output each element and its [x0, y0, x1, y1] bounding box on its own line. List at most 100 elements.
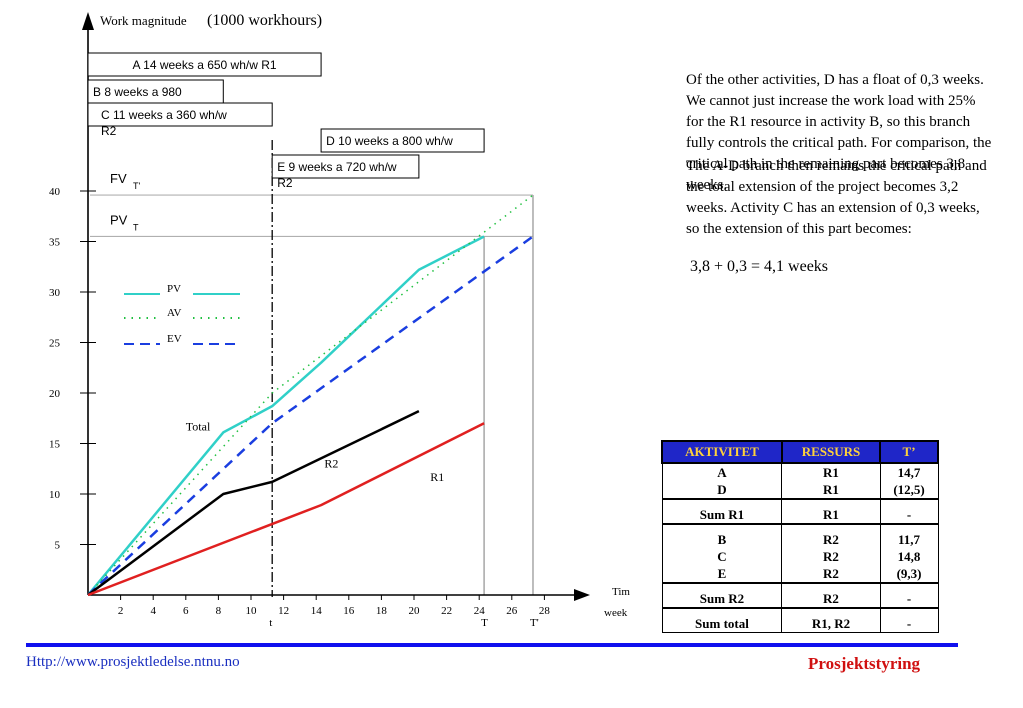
y-axis-label: Work magnitude: [100, 13, 187, 28]
table-row: Sum R2 R2-: [661, 590, 939, 608]
y-axis-unit: (1000 workhours): [207, 12, 322, 29]
curve-label: R1: [430, 470, 444, 484]
table-cell-activity: C: [661, 548, 783, 565]
x-tick-label: 26: [506, 605, 518, 617]
marker-label: T': [530, 617, 539, 629]
x-tick-label: 6: [183, 605, 189, 617]
x-tick-label: 8: [216, 605, 222, 617]
legend-label: AV: [167, 307, 182, 319]
y-tick-label: 25: [49, 338, 61, 350]
x-tick-label: 16: [343, 605, 355, 617]
table-header-resource: RESSURS: [780, 440, 882, 464]
resource-table: AKTIVITET RESSURS T’ A R1 14,7 D R1 (12,5) Sum…: [661, 440, 939, 633]
table-cell-resource: R2: [781, 565, 881, 583]
footer-brand: Prosjektstyring: [808, 654, 921, 673]
y-tick-label: 30: [49, 287, 61, 299]
table-cell-resource: R1: [781, 481, 881, 499]
table-divider-cell: [879, 607, 939, 615]
table-cell-duration: (12,5): [879, 481, 939, 499]
activity-bar-label: D 10 weeks a 800 wh/w: [326, 134, 453, 148]
explanation-paragraph-1: Of the other activities, D has a float o…: [686, 72, 992, 193]
table-cell-activity: Sum R1: [661, 506, 783, 524]
table-divider-cell: [661, 523, 783, 531]
table-cell-resource: R2: [781, 531, 881, 548]
x-tick-label: 28: [539, 605, 551, 617]
activity-bar: [320, 128, 485, 153]
table-header-duration: T’: [879, 440, 939, 464]
level-label: FV: [110, 171, 127, 186]
x-tick-label: 10: [246, 605, 258, 617]
series-line-ev: [87, 235, 534, 596]
table-group-divider: [661, 523, 939, 531]
curve-label: Total: [186, 419, 211, 433]
table-cell-activity: B: [661, 531, 783, 548]
x-tick-label: 18: [376, 605, 388, 617]
table-divider-cell: [879, 498, 939, 506]
series-line-av: [87, 194, 534, 596]
level-label: PV: [110, 212, 128, 227]
x-tick-label: 4: [150, 605, 156, 617]
table-divider-cell: [661, 582, 783, 590]
y-axis-arrow: [82, 12, 94, 30]
table-divider-cell: [879, 582, 939, 590]
table-cell-resource: R1, R2: [781, 615, 881, 633]
table-row: A R1 14,7: [661, 462, 939, 481]
y-tick-label: 35: [49, 237, 61, 249]
level-sublabel: T: [133, 222, 139, 232]
table-cell-activity: D: [661, 481, 783, 499]
activity-bar: [87, 102, 273, 127]
earned-value-chart: FV T' PV Tt T T' Work magnitude (1000 workhours…: [49, 12, 630, 629]
y-tick-label: 40: [49, 186, 61, 198]
x-tick-label: 12: [278, 605, 289, 617]
series-line-total: [87, 410, 420, 597]
table-row: E R2 (9,3): [661, 565, 939, 583]
table-row: D R1 (12,5): [661, 481, 939, 499]
table-cell-activity: Sum total: [661, 615, 783, 633]
table-divider-cell: [781, 582, 881, 590]
table-cell-duration: -: [879, 506, 939, 524]
table-cell-resource: R1: [781, 462, 881, 481]
activity-bar-resource: R2: [277, 176, 293, 190]
table-cell-resource: R2: [781, 590, 881, 608]
table-row: B R2 11,7: [661, 531, 939, 548]
extension-calculation: 3,8 + 0,3 = 4,1 weeks: [690, 258, 829, 275]
table-cell-duration: -: [879, 615, 939, 633]
x-axis-unit: week: [604, 607, 628, 619]
table-cell-activity: Sum R2: [661, 590, 783, 608]
table-divider-cell: [661, 498, 783, 506]
activity-bar-label: E 9 weeks a 720 wh/w: [277, 160, 397, 174]
marker-label: t: [269, 617, 272, 629]
legend-label: EV: [167, 333, 182, 345]
activity-bar-label: A 14 weeks a 650 wh/w R1: [132, 58, 276, 72]
table-header-activity: AKTIVITET: [661, 440, 783, 464]
table-row: Sum total R1, R2-: [661, 615, 939, 633]
table-divider-cell: [781, 607, 881, 615]
table-group-divider: [661, 498, 939, 506]
table-cell-resource: R1: [781, 506, 881, 524]
table-group-divider: [661, 607, 939, 615]
table-cell-duration: 14,8: [879, 548, 939, 565]
table-divider-cell: [879, 523, 939, 531]
y-tick-label: 10: [49, 489, 61, 501]
x-tick-label: 20: [409, 605, 421, 617]
y-tick-label: 15: [49, 439, 61, 451]
activity-bar: [271, 154, 420, 179]
series-line-r1: [87, 422, 485, 597]
activity-bar-label: C 11 weeks a 360 wh/w: [101, 108, 227, 122]
table-divider-cell: [781, 523, 881, 531]
activity-bar-label: B 8 weeks a 980: [93, 85, 182, 99]
activity-bar-resource: R2: [101, 124, 117, 138]
footer-divider: [26, 643, 958, 647]
legend-label: PV: [167, 283, 181, 295]
table-divider-cell: [781, 498, 881, 506]
footer-url-link[interactable]: Http://www.prosjektledelse.ntnu.no: [26, 654, 240, 670]
table-cell-duration: -: [879, 590, 939, 608]
activity-bar: [87, 52, 322, 77]
series-line-pv: [87, 235, 485, 596]
x-tick-label: 2: [118, 605, 124, 617]
table-cell-activity: E: [661, 565, 783, 583]
marker-label: T: [481, 617, 488, 629]
table-cell-activity: A: [661, 462, 783, 481]
x-axis-arrow: [574, 589, 590, 601]
curve-label: R2: [324, 457, 338, 471]
